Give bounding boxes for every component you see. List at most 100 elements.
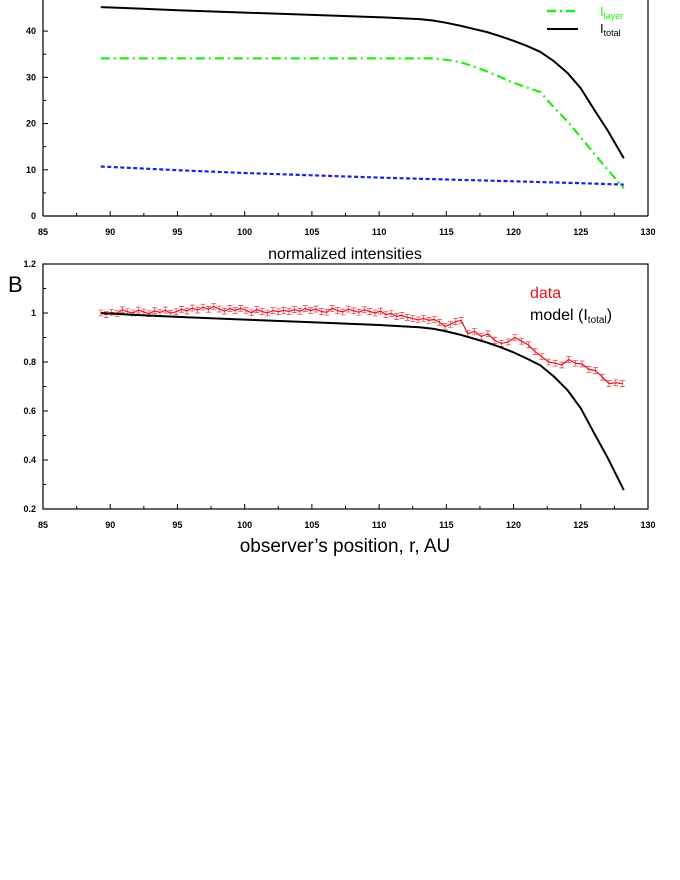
error-bar bbox=[329, 305, 335, 312]
error-bar bbox=[532, 348, 538, 355]
error-bar bbox=[410, 315, 416, 322]
legend-label-data: data bbox=[530, 285, 561, 302]
error-bar bbox=[431, 316, 437, 323]
error-bar bbox=[512, 334, 518, 341]
error-bar bbox=[372, 309, 378, 317]
error-bar bbox=[415, 316, 421, 324]
error-bar bbox=[356, 308, 362, 316]
error-bar bbox=[302, 305, 308, 312]
b-x-tick-label: 125 bbox=[573, 520, 588, 530]
a-x-tick-label: 95 bbox=[172, 227, 182, 237]
series-line-i-background bbox=[100, 165, 624, 186]
error-bar bbox=[442, 323, 448, 330]
legend-label-model: model (Itotal) bbox=[530, 307, 612, 326]
a-y-tick-label: 40 bbox=[26, 26, 36, 36]
b-y-tick-label: 0.2 bbox=[23, 504, 36, 514]
error-bar bbox=[447, 320, 453, 328]
error-bar bbox=[238, 305, 244, 312]
a-y-tick-label: 0 bbox=[31, 211, 36, 221]
error-bar bbox=[340, 308, 346, 316]
panel-b-label: B bbox=[8, 272, 23, 297]
b-y-tick-label: 0.8 bbox=[23, 357, 36, 367]
a-x-tick-label: 120 bbox=[506, 227, 521, 237]
error-bar bbox=[200, 303, 206, 311]
error-bar bbox=[619, 380, 625, 387]
b-x-tick-label: 90 bbox=[105, 520, 115, 530]
error-bar bbox=[222, 307, 227, 315]
error-bar bbox=[308, 307, 314, 314]
error-bar bbox=[606, 380, 612, 387]
panel-b-x-label: observer’s position, r, AU bbox=[240, 536, 451, 557]
b-x-tick-label: 130 bbox=[640, 520, 655, 530]
a-y-tick-label: 30 bbox=[26, 72, 36, 82]
error-bar bbox=[420, 315, 426, 322]
error-bar bbox=[546, 358, 552, 366]
error-bar bbox=[152, 307, 158, 315]
b-x-tick-label: 105 bbox=[304, 520, 319, 530]
error-bar bbox=[275, 308, 281, 316]
error-bar bbox=[519, 337, 525, 345]
error-bar bbox=[324, 308, 330, 316]
error-bar bbox=[281, 307, 287, 314]
a-x-tick-label: 100 bbox=[237, 227, 252, 237]
error-bar bbox=[195, 306, 201, 314]
error-bar bbox=[211, 303, 217, 310]
error-bar bbox=[216, 305, 222, 313]
panel-b-chart: 85 90 95 100 105 110 115 120 125 130 0.2 0.4 0.6 0.8 1… bbox=[8, 259, 656, 557]
error-bar bbox=[334, 307, 340, 314]
series-line-data bbox=[100, 305, 623, 385]
error-bar bbox=[313, 305, 319, 313]
b-x-tick-label: 120 bbox=[506, 520, 521, 530]
error-bar bbox=[297, 307, 303, 315]
panel-a-x-label: normalized intensities bbox=[268, 246, 422, 263]
error-bar bbox=[426, 317, 432, 324]
error-bar bbox=[351, 307, 357, 315]
a-x-tick-label: 105 bbox=[304, 227, 319, 237]
error-bar bbox=[232, 307, 238, 314]
series-line-i-layer bbox=[100, 57, 625, 190]
error-bar bbox=[453, 318, 459, 325]
error-bar bbox=[184, 307, 190, 315]
error-bar bbox=[383, 311, 389, 319]
error-bar bbox=[189, 304, 195, 312]
error-bar bbox=[270, 307, 276, 314]
a-x-tick-label: 125 bbox=[573, 227, 588, 237]
error-bar bbox=[399, 312, 405, 319]
error-bar bbox=[505, 338, 511, 346]
b-x-tick-label: 85 bbox=[38, 520, 48, 530]
error-bar bbox=[593, 367, 599, 374]
error-bar bbox=[559, 361, 565, 369]
a-y-tick-label: 10 bbox=[26, 165, 36, 175]
error-bar bbox=[525, 341, 531, 349]
b-x-tick-label: 100 bbox=[237, 520, 252, 530]
error-bar bbox=[377, 307, 383, 315]
error-bar bbox=[404, 314, 410, 321]
error-bar bbox=[205, 306, 211, 313]
error-bar bbox=[613, 379, 619, 387]
error-bar bbox=[472, 328, 478, 335]
error-bar bbox=[227, 305, 233, 312]
error-bar bbox=[579, 360, 585, 368]
b-x-tick-label: 115 bbox=[439, 520, 454, 530]
error-bar bbox=[345, 305, 351, 313]
error-bar bbox=[173, 308, 179, 316]
error-bar bbox=[492, 337, 498, 344]
panel-a-chart: 85 90 95 100 105 110 115 120 125 130 0 10 20 30 40 nor… bbox=[26, 0, 656, 263]
error-bar bbox=[566, 356, 572, 363]
error-bar bbox=[291, 306, 297, 313]
error-bar bbox=[552, 359, 558, 367]
error-bar bbox=[248, 309, 254, 317]
error-bar bbox=[265, 309, 271, 317]
legend-label-layer: Ilayer bbox=[600, 4, 623, 21]
error-bar bbox=[394, 313, 400, 320]
a-x-tick-label: 90 bbox=[105, 227, 115, 237]
a-x-tick-label: 130 bbox=[640, 227, 655, 237]
error-bar bbox=[586, 366, 592, 373]
error-bar bbox=[599, 373, 605, 381]
a-x-tick-label: 85 bbox=[38, 227, 48, 237]
panel-a-legend: Ilayer Itotal bbox=[547, 4, 623, 38]
error-bar bbox=[318, 308, 324, 315]
b-x-tick-label: 95 bbox=[172, 520, 182, 530]
error-bar bbox=[135, 306, 141, 314]
